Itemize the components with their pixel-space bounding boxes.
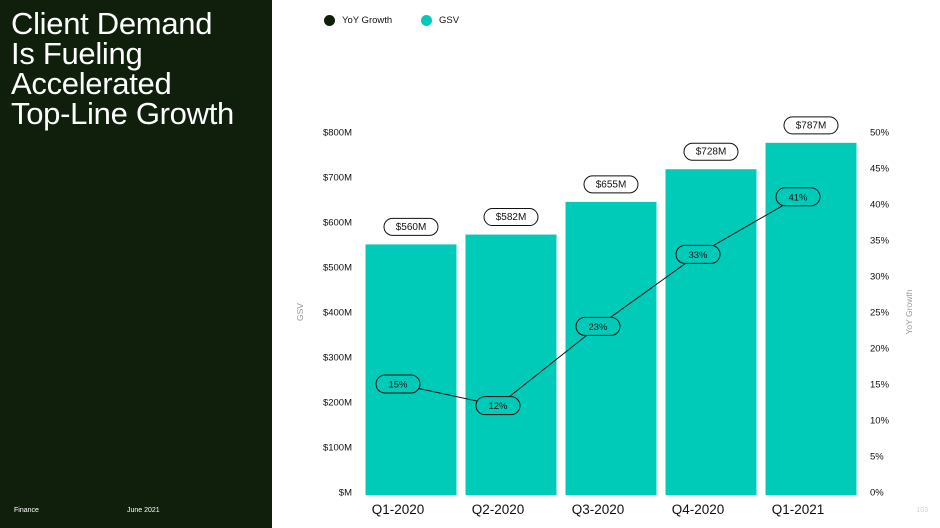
y-right-tick-label: 0%	[870, 488, 884, 499]
y-tick-label: $800M	[323, 128, 352, 139]
y-right-tick-label: 15%	[870, 380, 890, 391]
yoy-point-pill	[575, 316, 621, 336]
gsv-value-label: $655M	[596, 179, 627, 190]
title-line: Is Fueling	[11, 36, 143, 71]
yoy-point-pill	[375, 374, 421, 394]
y-tick-label: $M	[339, 488, 352, 499]
legend-swatch-yoy	[324, 14, 335, 26]
footer-section: Finance	[14, 507, 39, 514]
y-right-tick-label: 20%	[870, 344, 890, 355]
y-tick-label: $300M	[323, 353, 352, 364]
gsv-value-pill	[383, 217, 439, 236]
x-category-label: Q4-2020	[672, 502, 725, 517]
page-number: 103	[916, 507, 928, 514]
gsv-bar	[365, 244, 457, 495]
y-tick-label: $600M	[323, 218, 352, 229]
y-tick-label: $500M	[323, 263, 352, 274]
gsv-value-pill	[683, 142, 739, 161]
y-right-tick-label: 10%	[870, 416, 890, 427]
y-right-tick-label: 50%	[870, 128, 890, 139]
gsv-bar	[565, 201, 657, 495]
yoy-point-pill	[475, 396, 521, 416]
yoy-point-label: 23%	[588, 322, 608, 333]
y-right-tick-label: 25%	[870, 308, 890, 319]
y-right-tick-label: 35%	[870, 236, 890, 247]
y-right-tick-label: 40%	[870, 200, 890, 211]
y-right-axis-title: YoY Growth	[904, 289, 914, 334]
x-category-label: Q1-2021	[772, 502, 825, 517]
y-tick-label: $700M	[323, 173, 352, 184]
gsv-value-label: $787M	[796, 120, 827, 131]
x-category-label: Q2-2020	[472, 502, 525, 517]
gsv-value-pill	[783, 116, 839, 135]
y-right-tick-label: 5%	[870, 452, 884, 463]
title-line: Accelerated	[11, 66, 172, 101]
gsv-value-pill	[483, 208, 539, 227]
gsv-bar	[665, 169, 757, 495]
slide-title: Client Demand Is Fueling Accelerated Top…	[11, 6, 266, 131]
y-right-tick-label: 45%	[870, 164, 890, 175]
yoy-point-pill	[675, 244, 721, 264]
legend-item-yoy: YoY Growth	[324, 13, 392, 27]
y-tick-label: $200M	[323, 398, 352, 409]
title-panel: Client Demand Is Fueling Accelerated Top…	[0, 0, 272, 528]
x-category-label: Q3-2020	[572, 502, 625, 517]
gsv-value-label: $728M	[696, 147, 727, 158]
y-tick-label: $100M	[323, 443, 352, 454]
gsv-value-pill	[583, 175, 639, 194]
gsv-value-label: $560M	[396, 222, 427, 233]
footer-date: June 2021	[127, 507, 160, 514]
y-tick-label: $400M	[323, 308, 352, 319]
legend-label-gsv: GSV	[439, 14, 460, 26]
yoy-point-pill	[775, 187, 821, 207]
title-line: Client Demand	[11, 6, 213, 41]
y-axis-title: GSV	[295, 303, 305, 321]
yoy-point-label: 15%	[388, 380, 408, 391]
gsv-bar	[465, 234, 557, 495]
yoy-point-label: 41%	[788, 192, 808, 203]
legend-label-yoy: YoY Growth	[342, 14, 393, 26]
title-line: Top-Line Growth	[11, 96, 234, 131]
yoy-point-label: 33%	[688, 250, 708, 261]
y-right-tick-label: 30%	[870, 272, 890, 283]
x-category-label: Q1-2020	[372, 502, 425, 517]
legend-item-gsv: GSV	[421, 13, 459, 27]
legend-swatch-gsv	[421, 14, 432, 26]
gsv-value-label: $582M	[496, 212, 527, 223]
yoy-point-label: 12%	[488, 401, 508, 412]
